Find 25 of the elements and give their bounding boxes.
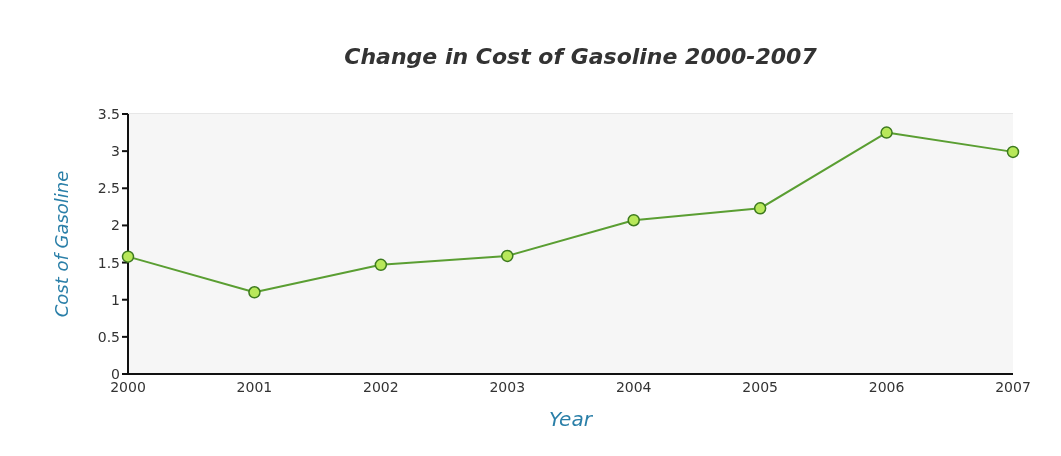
y-tick-label: 0.5: [97, 328, 120, 345]
point: [1006, 145, 1020, 159]
point: [501, 249, 514, 263]
x-tick-label: 2002: [363, 378, 399, 395]
y-tick-label: 1: [111, 291, 120, 308]
point: [374, 258, 388, 272]
x-tick-label: 2004: [615, 378, 652, 395]
y-tick-label: 2.5: [97, 180, 120, 197]
x-tick-label: 2006: [868, 378, 905, 395]
x-tick-label: 2005: [742, 378, 778, 395]
y-tick-label: 1.5: [97, 254, 120, 271]
x-axis-title: Year: [549, 407, 594, 431]
chart-title: Change in Cost of Gasoline 2000-2007: [343, 43, 818, 71]
y-tick-label: 2: [111, 217, 120, 234]
x-tick-label: 2007: [995, 378, 1031, 395]
point: [753, 202, 767, 215]
y-tick-label: 3.5: [97, 105, 120, 122]
x-tick-label: 2003: [489, 378, 526, 395]
point: [627, 213, 640, 227]
y-axis-title: Cost of Gasoline: [51, 170, 73, 318]
point: [121, 250, 135, 263]
x-tick-label: 2001: [236, 378, 273, 395]
point: [880, 126, 893, 139]
point: [248, 286, 261, 299]
y-tick-label: 3: [111, 143, 120, 160]
